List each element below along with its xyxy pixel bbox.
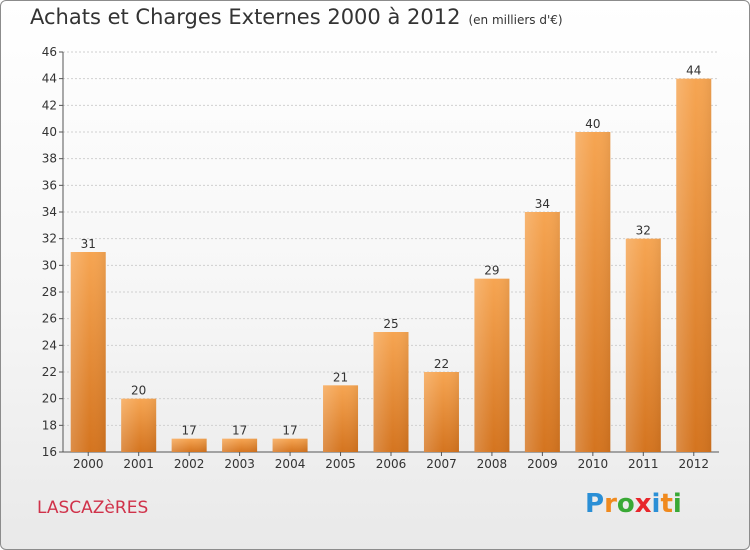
- y-tick-label: 22: [42, 365, 57, 379]
- data-label: 34: [535, 197, 550, 211]
- x-tick-label: 2012: [678, 457, 709, 471]
- x-tick-label: 2001: [123, 457, 154, 471]
- y-tick-label: 32: [42, 232, 57, 246]
- logo-letter: x: [634, 489, 652, 519]
- y-tick-label: 38: [42, 152, 57, 166]
- bar-highlight: [625, 238, 661, 452]
- y-tick-label: 18: [42, 418, 57, 432]
- y-tick-label: 30: [42, 258, 57, 272]
- logo-letter: r: [604, 489, 617, 519]
- bar-highlight: [373, 332, 409, 452]
- x-tick-label: 2007: [426, 457, 457, 471]
- data-label: 21: [333, 370, 348, 384]
- proxiti-logo: Proxiti: [585, 489, 682, 519]
- y-tick-label: 44: [42, 72, 57, 86]
- y-tick-label: 40: [42, 125, 57, 139]
- bar-highlight: [676, 78, 712, 453]
- x-tick-label: 2006: [376, 457, 407, 471]
- logo-letter: i: [651, 489, 661, 519]
- bar-highlight: [524, 212, 560, 452]
- data-label: 20: [131, 384, 146, 398]
- data-label: 40: [585, 117, 600, 131]
- x-tick-label: 2003: [224, 457, 255, 471]
- y-tick-label: 34: [42, 205, 57, 219]
- y-tick-label: 46: [42, 45, 57, 59]
- bar-highlight: [272, 438, 308, 452]
- bar-highlight: [423, 372, 459, 452]
- data-label: 29: [484, 264, 499, 278]
- x-tick-label: 2005: [325, 457, 356, 471]
- bar-highlight: [222, 438, 258, 452]
- data-label: 17: [282, 424, 297, 438]
- logo-letter: P: [585, 489, 605, 519]
- x-tick-label: 2008: [477, 457, 508, 471]
- bar-highlight: [575, 132, 611, 452]
- x-tick-label: 2010: [578, 457, 609, 471]
- bar-highlight: [474, 278, 510, 452]
- data-label: 17: [182, 424, 197, 438]
- data-label: 22: [434, 357, 449, 371]
- data-label: 25: [383, 317, 398, 331]
- logo-letter: t: [660, 489, 673, 519]
- y-tick-label: 16: [42, 445, 57, 459]
- y-tick-label: 28: [42, 285, 57, 299]
- x-tick-label: 2011: [628, 457, 659, 471]
- bar-highlight: [121, 398, 157, 452]
- y-tick-label: 20: [42, 392, 57, 406]
- y-tick-label: 42: [42, 98, 57, 112]
- data-labels: 31 20 17 17 17 21 25 22 29 34 40 32 44: [81, 64, 702, 438]
- bar-highlight: [171, 438, 207, 452]
- chart-unit: (en milliers d'€): [468, 13, 563, 27]
- bar-highlight: [323, 385, 359, 452]
- x-tick-label: 2004: [275, 457, 306, 471]
- x-tick-label: 2009: [527, 457, 558, 471]
- data-label: 17: [232, 424, 247, 438]
- bar-highlight: [70, 252, 106, 452]
- logo-letter: i: [672, 489, 682, 519]
- y-tick-label: 36: [42, 178, 57, 192]
- y-tick-label: 24: [42, 338, 57, 352]
- data-label: 44: [686, 64, 701, 78]
- chart-title-block: Achats et Charges Externes 2000 à 2012 (e…: [30, 5, 563, 29]
- x-tick-label: 2002: [174, 457, 205, 471]
- logo-letter: o: [616, 489, 635, 519]
- bars: [70, 78, 712, 453]
- data-label: 32: [636, 224, 651, 238]
- x-tick-label: 2000: [73, 457, 104, 471]
- town-name: LASCAZèRES: [37, 498, 149, 518]
- y-tick-label: 26: [42, 312, 57, 326]
- chart-title: Achats et Charges Externes 2000 à 2012: [30, 5, 461, 29]
- data-label: 31: [81, 237, 96, 251]
